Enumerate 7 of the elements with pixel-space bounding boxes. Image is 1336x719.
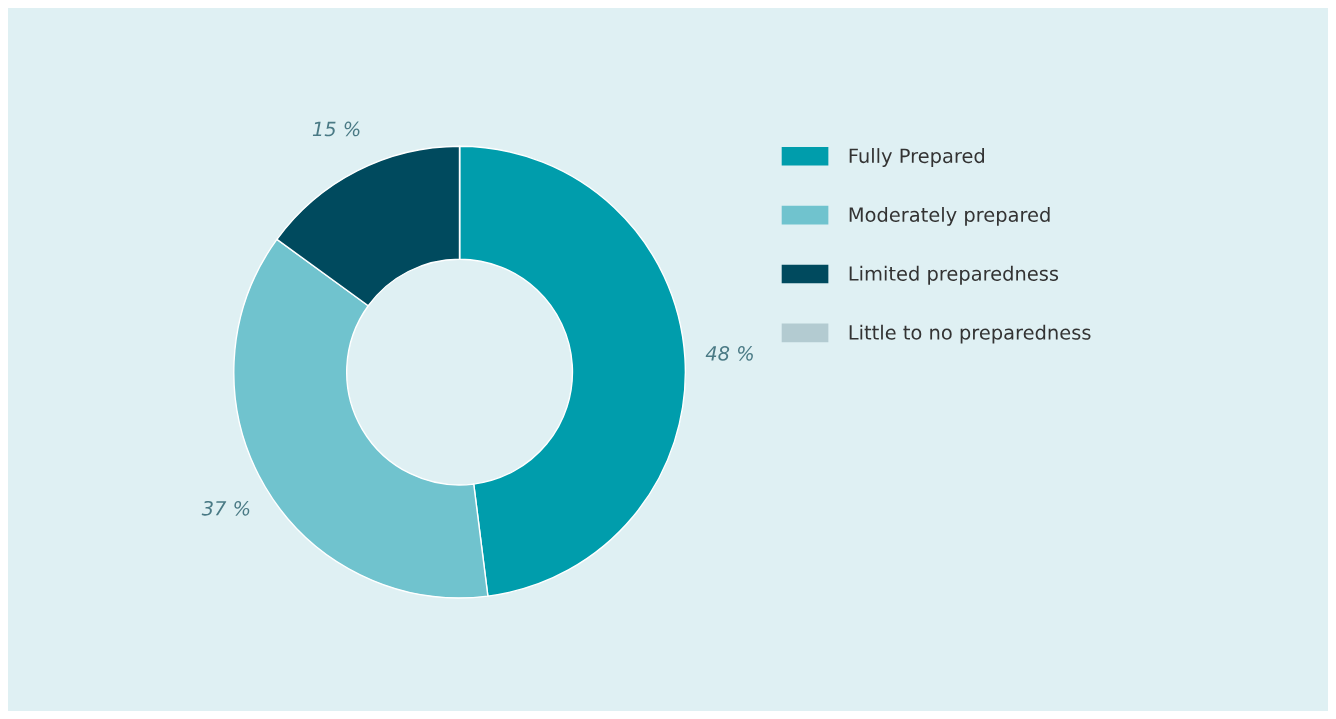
data-label: 48 % [705,346,753,361]
legend-label: Limited preparedness [849,265,1059,285]
legend-label: Moderately prepared [849,206,1050,226]
legend-label: Fully Prepared [849,148,984,167]
legend-label: Little to no preparedness [849,324,1091,344]
data-label: 15 % [312,121,360,137]
data-label: 37 % [201,500,250,516]
